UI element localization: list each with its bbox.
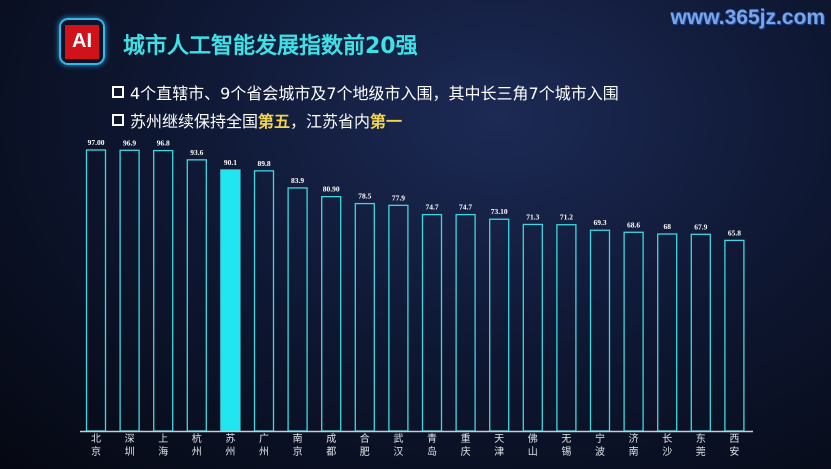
- x-tick-label: 武: [393, 432, 403, 445]
- x-tick-label: 肥: [360, 446, 370, 458]
- x-tick-label: 京: [293, 445, 303, 458]
- x-tick-label: 杭: [192, 432, 202, 445]
- x-tick-label: 长: [662, 433, 672, 445]
- x-tick-label: 深: [125, 433, 135, 445]
- bar-上海: [153, 149, 174, 432]
- x-tick-label: 重: [461, 432, 471, 445]
- x-tick-label: 州: [225, 446, 235, 458]
- x-tick-label: 州: [192, 446, 202, 458]
- bar-东莞: [690, 233, 711, 432]
- x-tick-label: 无: [561, 434, 571, 445]
- data-label: 67.9: [694, 222, 707, 231]
- data-label: 78.5: [358, 192, 371, 201]
- data-label: 83.9: [291, 176, 304, 185]
- x-tick-label: 山: [528, 446, 538, 458]
- ai-logo-icon: AI: [65, 24, 99, 59]
- x-tick-label: 西: [729, 434, 739, 445]
- bullet-text: 苏州继续保持全国: [130, 112, 259, 131]
- bar-北京: [85, 149, 107, 432]
- x-tick-label: 上: [158, 433, 168, 445]
- data-label: 90.1: [224, 158, 237, 167]
- x-tick-label: 汉: [393, 446, 403, 458]
- data-label: 74.7: [425, 203, 438, 212]
- bar-重庆: [455, 213, 476, 432]
- x-tick-label: 苏: [225, 432, 235, 445]
- x-tick-label: 南: [629, 445, 639, 458]
- x-tick-label: 州: [259, 446, 269, 458]
- bar-佛山: [522, 223, 543, 432]
- x-tick-label: 宁: [595, 432, 605, 445]
- watermark: www.365jz.com: [670, 6, 825, 29]
- bar-济南: [623, 231, 644, 432]
- bar-宁波: [589, 229, 611, 432]
- bullet-2: 苏州继续保持全国 第五 ，江苏省内 第一: [112, 108, 402, 132]
- x-tick-label: 广: [259, 433, 269, 445]
- x-tick-label: 莞: [696, 446, 706, 458]
- x-tick-label: 圳: [125, 446, 135, 458]
- bar-南京: [287, 187, 308, 432]
- x-tick-label: 佛: [528, 432, 538, 445]
- x-tick-label: 都: [326, 446, 336, 458]
- bar-青岛: [421, 213, 443, 432]
- data-label: 71.2: [560, 213, 573, 222]
- x-tick-label: 东: [696, 432, 706, 445]
- bar-广州: [253, 170, 275, 432]
- x-tick-label: 安: [729, 445, 739, 458]
- x-tick-label: 天: [494, 434, 504, 445]
- x-tick-label: 海: [158, 445, 168, 458]
- bar-无锡: [556, 224, 577, 432]
- bar-长沙: [657, 233, 678, 432]
- data-label: 71.3: [526, 212, 539, 221]
- x-tick-label: 济: [629, 432, 639, 445]
- x-tick-label: 京: [91, 445, 101, 458]
- data-label: 73.10: [491, 207, 508, 216]
- x-tick-label: 锡: [561, 445, 571, 458]
- x-tick-label: 庆: [461, 445, 471, 458]
- x-tick-label: 合: [360, 432, 370, 445]
- bar-成都: [321, 195, 342, 432]
- highlight-text: 第一: [370, 112, 403, 131]
- bar-杭州: [186, 159, 207, 432]
- x-tick-label: 沙: [662, 446, 672, 458]
- data-label: 68.6: [627, 220, 640, 229]
- highlight-text: 第五: [258, 112, 291, 131]
- bullet-text: ，江苏省内: [290, 112, 371, 131]
- data-label: 80.90: [323, 185, 340, 194]
- x-tick-label: 青: [427, 432, 437, 445]
- bar-合肥: [354, 202, 375, 432]
- x-tick-label: 南: [293, 432, 303, 445]
- data-label: 93.6: [190, 148, 203, 157]
- data-label: 89.8: [257, 159, 270, 168]
- ai-logo: AI: [59, 18, 105, 65]
- data-label: 97.00: [88, 138, 105, 147]
- data-label: 74.7: [459, 203, 472, 212]
- data-label: 96.9: [123, 138, 136, 147]
- bar-武汉: [388, 204, 409, 432]
- bar-天津: [489, 218, 510, 432]
- square-bullet-icon: [112, 114, 124, 126]
- data-label: 77.9: [392, 193, 405, 202]
- x-tick-label: 岛: [427, 445, 437, 458]
- data-label: 68: [663, 222, 671, 231]
- bar-深圳: [119, 149, 140, 432]
- data-label: 65.8: [728, 228, 741, 237]
- square-bullet-icon: [112, 86, 124, 98]
- x-tick-label: 成: [326, 433, 336, 445]
- data-label: 96.8: [157, 139, 170, 148]
- x-tick-label: 津: [494, 446, 504, 458]
- x-tick-label: 波: [595, 445, 605, 458]
- bar-西安: [724, 239, 745, 432]
- bullet-text: 4个直辖市、9个省会城市及7个地级市入围，其中长三角7个城市入围: [130, 84, 619, 103]
- bullet-1: 4个直辖市、9个省会城市及7个地级市入围，其中长三角7个城市入围: [112, 80, 619, 104]
- x-tick-label: 北: [91, 433, 101, 445]
- bar-苏州: [220, 169, 241, 432]
- page-title: 城市人工智能发展指数前20强: [123, 34, 418, 59]
- data-label: 69.3: [593, 218, 606, 227]
